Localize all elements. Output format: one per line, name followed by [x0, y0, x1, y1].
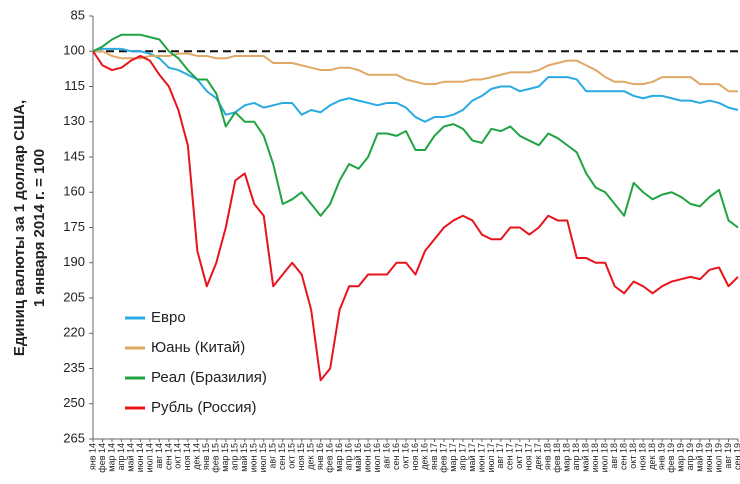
x-tick-label: апр 15	[230, 443, 240, 470]
legend-label: Евро	[151, 309, 186, 326]
y-tick-label: 250	[63, 395, 85, 410]
x-tick-label: авг 19	[723, 443, 733, 469]
x-tick-label: апр 14	[116, 443, 126, 470]
x-tick-label: фев 18	[552, 443, 562, 473]
series-line	[92, 47, 739, 123]
series-line	[92, 50, 739, 382]
y-tick-label: 115	[64, 78, 85, 93]
x-tick-label: янв 16	[315, 443, 325, 470]
x-tick-label: июл 19	[713, 443, 723, 472]
x-tick-label: дек 16	[419, 443, 429, 470]
x-tick-label: май 17	[467, 443, 477, 472]
x-tick-label: ноя 16	[410, 443, 420, 470]
x-tick-label: авг 15	[268, 443, 278, 469]
x-tick-label: ноя 14	[182, 443, 192, 470]
x-tick-label: окт 17	[514, 443, 524, 469]
x-tick-label: май 18	[581, 443, 591, 472]
y-tick-label: 100	[63, 43, 85, 58]
x-tick-label: авг 16	[381, 443, 391, 469]
y-tick-label: 235	[63, 360, 85, 375]
x-tick-label: сен 15	[277, 443, 287, 470]
x-tick-label: авг 14	[154, 443, 164, 469]
x-tick-label: фев 16	[325, 443, 335, 473]
x-tick-label: мар 19	[675, 443, 685, 472]
x-tick-label: ноя 17	[524, 443, 534, 470]
x-tick-label: май 15	[239, 443, 249, 472]
x-tick-label: ноя 18	[638, 443, 648, 470]
x-tick-label: сен 14	[163, 443, 173, 470]
x-tick-label: сен 17	[505, 443, 515, 470]
y-tick-label: 145	[63, 148, 85, 163]
y-axis-label: 1 января 2014 г. = 100	[31, 149, 48, 307]
x-tick-label: окт 14	[173, 443, 183, 469]
x-tick-label: сен 16	[391, 443, 401, 470]
x-tick-label: июл 17	[486, 443, 496, 472]
legend-label: Рубль (Россия)	[151, 399, 257, 416]
y-tick-label: 190	[63, 254, 85, 269]
x-tick-label: май 16	[353, 443, 363, 472]
series-line	[93, 50, 738, 93]
x-tick-label: окт 15	[287, 443, 297, 469]
y-axis-label: Единиц валюты за 1 доллар США,	[11, 100, 28, 356]
y-tick-label: 160	[63, 184, 85, 199]
y-tick-label: 85	[71, 7, 85, 22]
x-tick-label: апр 17	[457, 443, 467, 470]
x-tick-label: мар 16	[334, 443, 344, 472]
y-tick-label: 220	[63, 325, 85, 340]
x-tick-label: мар 14	[106, 443, 116, 472]
x-tick-label: ноя 15	[296, 443, 306, 470]
x-tick-label: сен 18	[619, 443, 629, 470]
x-tick-label: апр 18	[571, 443, 581, 470]
x-tick-label: окт 16	[400, 443, 410, 469]
series-line	[92, 33, 739, 229]
x-tick-label: авг 18	[609, 443, 619, 469]
x-tick-label: июл 15	[258, 443, 268, 472]
x-tick-label: мар 15	[220, 443, 230, 472]
x-tick-label: май 14	[125, 443, 135, 472]
x-tick-label: июн 16	[362, 443, 372, 472]
x-tick-label: июл 18	[600, 443, 610, 472]
y-tick-label: 130	[63, 113, 85, 128]
y-tick-label: 205	[63, 289, 85, 304]
x-tick-label: сен 19	[732, 443, 740, 470]
x-tick-label: фев 17	[438, 443, 448, 473]
legend-label: Реал (Бразилия)	[151, 369, 267, 386]
x-tick-label: окт 18	[628, 443, 638, 469]
x-tick-label: апр 16	[343, 443, 353, 470]
x-tick-label: июн 17	[476, 443, 486, 472]
x-tick-label: фев 19	[666, 443, 676, 473]
x-tick-label: янв 19	[656, 443, 666, 470]
x-tick-label: янв 18	[543, 443, 553, 470]
x-tick-label: дек 15	[306, 443, 316, 470]
x-tick-label: дек 18	[647, 443, 657, 470]
x-tick-label: фев 14	[97, 443, 107, 473]
y-tick-label: 175	[63, 219, 85, 234]
x-tick-label: янв 15	[201, 443, 211, 470]
x-tick-label: май 19	[694, 443, 704, 472]
legend-label: Юань (Китай)	[151, 339, 245, 356]
x-tick-label: янв 17	[429, 443, 439, 470]
y-tick-label: 265	[63, 430, 85, 445]
x-tick-label: июл 14	[144, 443, 154, 472]
x-tick-label: июн 15	[249, 443, 259, 472]
x-tick-label: авг 17	[495, 443, 505, 469]
x-tick-label: июн 19	[704, 443, 714, 472]
x-tick-label: фев 15	[211, 443, 221, 473]
x-tick-label: июн 14	[135, 443, 145, 472]
x-tick-label: дек 14	[192, 443, 202, 470]
x-tick-label: апр 19	[685, 443, 695, 470]
x-tick-label: янв 14	[87, 443, 97, 470]
x-tick-label: мар 18	[562, 443, 572, 472]
x-tick-label: мар 17	[448, 443, 458, 472]
x-tick-label: дек 17	[533, 443, 543, 470]
x-tick-label: июл 16	[372, 443, 382, 472]
x-tick-label: июн 18	[590, 443, 600, 472]
